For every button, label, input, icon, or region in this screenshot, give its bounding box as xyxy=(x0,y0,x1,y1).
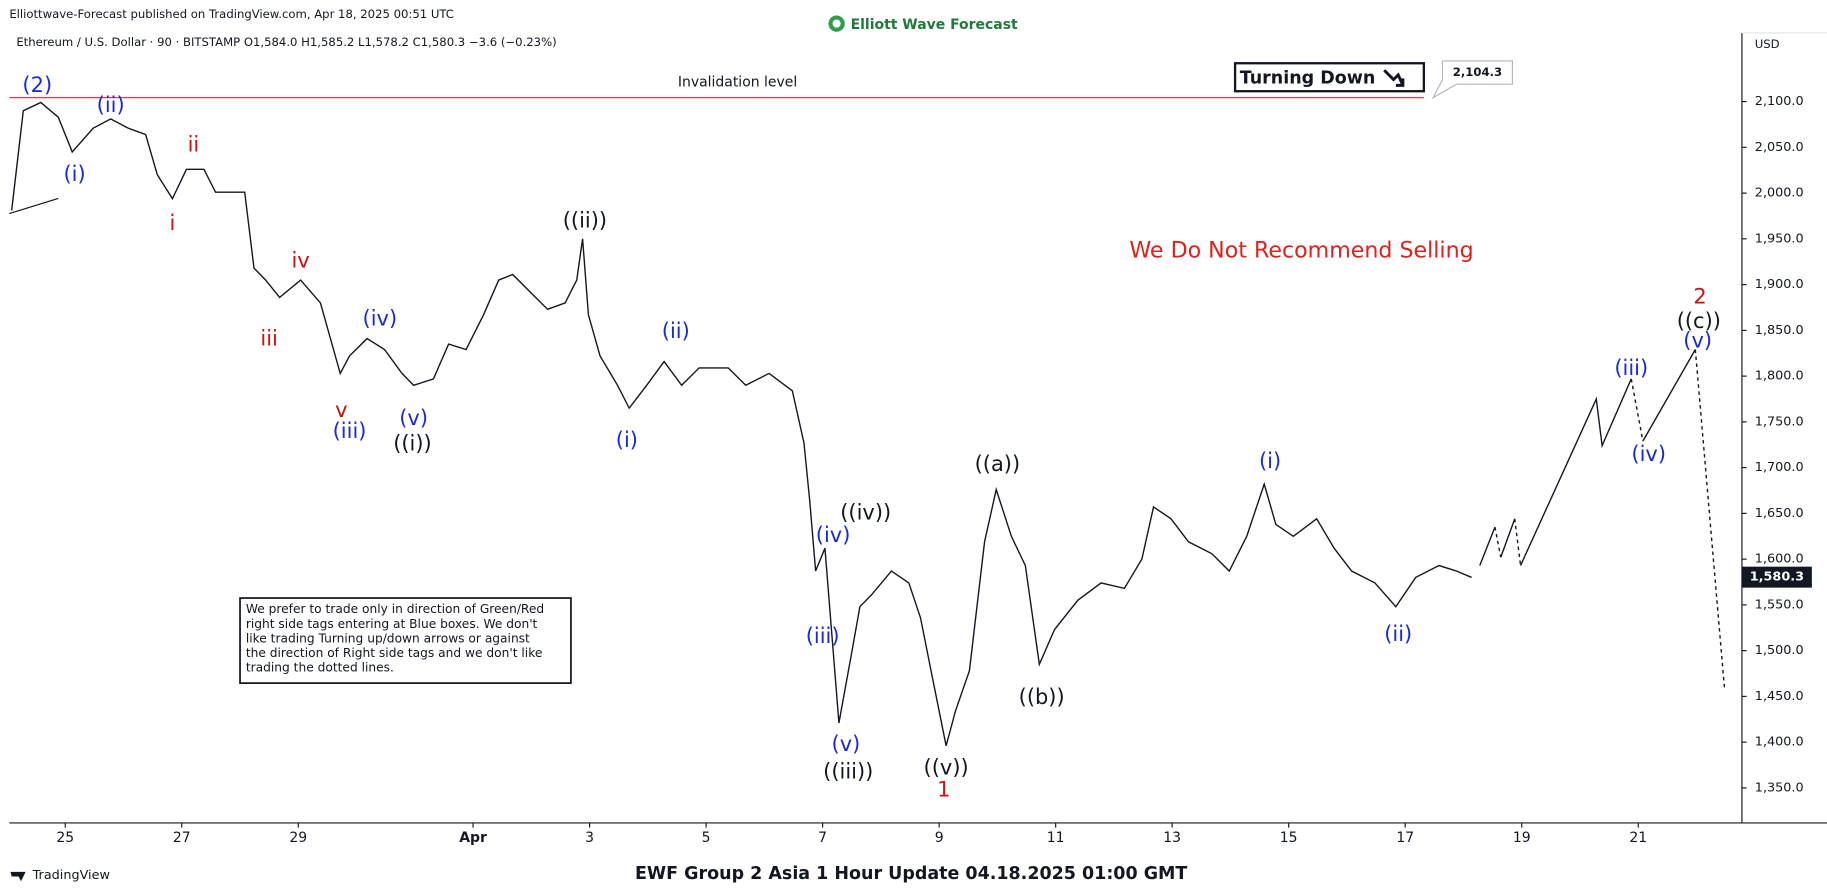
y-tick-label: 1,550.0 xyxy=(1755,597,1804,612)
wave-label: (i) xyxy=(63,162,85,186)
invalidation-text: Invalidation level xyxy=(678,74,797,90)
note-box xyxy=(239,597,572,684)
y-tick-label: 1,750.0 xyxy=(1755,414,1804,429)
x-tick-label: 9 xyxy=(935,830,944,846)
y-tick-label: 1,800.0 xyxy=(1755,369,1804,384)
x-tick-label: Apr xyxy=(459,830,487,846)
wave-label: (i) xyxy=(616,428,638,452)
wave-label: ((b)) xyxy=(1019,685,1065,709)
wave-label: (v) xyxy=(1683,328,1712,352)
note: We prefer to trade only in direction of … xyxy=(246,602,544,674)
wave-label: v xyxy=(335,398,347,422)
wave-label: ((i)) xyxy=(393,432,432,456)
wave-label: ((a)) xyxy=(975,452,1021,476)
wave-label: (iv) xyxy=(816,523,851,547)
wave-label: 1 xyxy=(937,778,950,802)
wave-label: (iii) xyxy=(806,624,840,648)
wedge-line xyxy=(9,197,59,215)
wave-label: (iv) xyxy=(363,306,398,330)
y-tick-label: 2,050.0 xyxy=(1755,140,1804,155)
price-callout-label: 2,104.3 xyxy=(1453,65,1502,79)
price-callout xyxy=(1431,60,1513,100)
y-tick-label: 1,850.0 xyxy=(1755,323,1804,338)
x-tick-label: 3 xyxy=(585,830,594,846)
footer-title: EWF Group 2 Asia 1 Hour Update 04.18.202… xyxy=(635,864,1187,884)
note-line: like trading Turning up/down arrows or a… xyxy=(246,631,530,645)
footer-brand: TradingView xyxy=(32,868,110,883)
last-price-label: 1,580.3 xyxy=(1750,570,1804,585)
x-tick-label: 5 xyxy=(702,830,711,846)
turning-arrow xyxy=(1383,69,1405,87)
y-tick-label: 1,600.0 xyxy=(1755,552,1804,567)
y-tick-label: 1,650.0 xyxy=(1755,506,1804,521)
wave-label: (v) xyxy=(832,732,861,756)
y-tick-label: 1,700.0 xyxy=(1755,460,1804,475)
projection-dashed xyxy=(1494,349,1726,689)
wave-label: 2 xyxy=(1693,284,1706,308)
y-tick-label: 2,100.0 xyxy=(1755,94,1804,109)
last-price-tag xyxy=(1741,566,1812,588)
x-tick-label: 27 xyxy=(173,830,191,846)
note-line: trading the dotted lines. xyxy=(246,660,394,674)
x-tick-label: 21 xyxy=(1629,830,1647,846)
y-tick-label: 1,900.0 xyxy=(1755,277,1804,292)
x-tick-label: 19 xyxy=(1513,830,1531,846)
y-tick-label: 2,000.0 xyxy=(1755,186,1804,201)
wave-label: ((iii)) xyxy=(823,759,873,783)
wave-label: (i) xyxy=(1259,449,1281,473)
wave-label: (iii) xyxy=(1614,356,1648,380)
y-tick-label: 1,450.0 xyxy=(1755,689,1804,704)
wave-label: iv xyxy=(291,249,309,273)
wave-label: iii xyxy=(260,327,277,351)
wave-label: (2) xyxy=(22,73,52,97)
price-line xyxy=(10,101,1472,746)
note-line: right side tags entering at Blue boxes. … xyxy=(246,617,538,631)
projection-line xyxy=(1479,349,1696,566)
x-tick-label: 17 xyxy=(1396,830,1414,846)
currency: USD xyxy=(1755,37,1780,51)
symbol-line: Ethereum / U.S. Dollar · 90 · BITSTAMP O… xyxy=(16,35,556,49)
wave-label: (iii) xyxy=(333,419,367,443)
x-tick-label: 11 xyxy=(1047,830,1065,846)
x-tick-label: 15 xyxy=(1280,830,1298,846)
wave-label: ii xyxy=(188,133,200,157)
note-line: the direction of Right side tags and we … xyxy=(246,646,543,660)
y-tick-label: 1,950.0 xyxy=(1755,231,1804,246)
published-line: Elliottwave-Forecast published on Tradin… xyxy=(9,7,454,21)
wave-label: (ii) xyxy=(1384,622,1412,646)
x-tick-label: 13 xyxy=(1163,830,1181,846)
wave-label: ((iv)) xyxy=(840,500,891,524)
turning-text: Turning Down xyxy=(1240,68,1376,88)
wave-label: (ii) xyxy=(662,319,690,343)
note-line: We prefer to trade only in direction of … xyxy=(246,602,544,616)
wave-label: (ii) xyxy=(97,93,125,117)
x-tick-label: 25 xyxy=(56,830,74,846)
logo-icon-inner xyxy=(832,19,841,28)
x-tick-label: 29 xyxy=(289,830,307,846)
wave-label: i xyxy=(170,211,176,235)
tv-logo xyxy=(10,871,26,882)
logo-text: Elliott Wave Forecast xyxy=(851,17,1018,33)
y-tick-label: 1,400.0 xyxy=(1755,735,1804,750)
wave-label: ((c)) xyxy=(1677,309,1721,333)
y-tick-label: 1,500.0 xyxy=(1755,643,1804,658)
x-tick-label: 7 xyxy=(818,830,827,846)
wave-label: (iv) xyxy=(1631,442,1666,466)
recommendation: We Do Not Recommend Selling xyxy=(1129,237,1473,263)
y-tick-label: 1,350.0 xyxy=(1755,780,1804,795)
wave-label: ((ii)) xyxy=(563,208,607,232)
wave-label: (v) xyxy=(399,406,428,430)
wave-label: ((v)) xyxy=(924,756,969,780)
